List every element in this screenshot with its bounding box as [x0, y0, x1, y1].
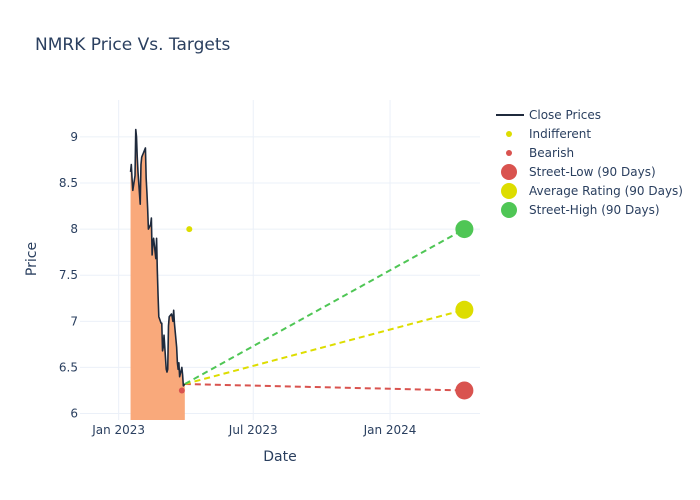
y-tick-label: 6 [70, 407, 78, 421]
x-axis-title: Date [263, 449, 296, 465]
legend-street-low-swatch [501, 164, 517, 180]
markers [178, 220, 474, 400]
y-axis-ticks: 6 6.5 7 7.5 8 8.5 9 [59, 130, 78, 421]
legend-indifferent-swatch [506, 131, 512, 137]
x-axis-ticks: Jan 2023 Jul 2023 Jan 2024 [91, 423, 416, 437]
legend-item-indifferent[interactable]: Indifferent [506, 127, 591, 141]
street-low-projection-line [184, 383, 465, 392]
street-low-marker [455, 381, 474, 400]
average-rating-projection-line [184, 308, 465, 386]
legend-street-high-swatch [501, 202, 517, 218]
bearish-marker [178, 387, 185, 394]
legend-street-low-label: Street-Low (90 Days) [529, 165, 656, 179]
legend: Close Prices Indifferent Bearish Street-… [496, 108, 683, 218]
y-tick-label: 9 [70, 130, 78, 144]
close-price-area-fill [130, 129, 185, 420]
y-tick-label: 8 [70, 222, 78, 236]
indifferent-marker [186, 226, 193, 233]
projection-lines [184, 228, 465, 392]
street-high-marker [455, 220, 474, 239]
y-tick-label: 7 [70, 314, 78, 328]
legend-average-rating-swatch [501, 183, 517, 199]
price-area [130, 129, 185, 420]
legend-item-street-high[interactable]: Street-High (90 Days) [501, 202, 660, 218]
x-tick-label: Jan 2024 [363, 423, 417, 437]
y-tick-label: 8.5 [59, 176, 78, 190]
legend-indifferent-label: Indifferent [529, 127, 591, 141]
legend-item-bearish[interactable]: Bearish [506, 146, 574, 160]
legend-bearish-label: Bearish [529, 146, 574, 160]
y-axis-title: Price [24, 242, 40, 276]
x-tick-label: Jul 2023 [228, 423, 278, 437]
average-rating-marker [455, 300, 474, 319]
street-high-projection-line [184, 228, 465, 385]
legend-item-close-prices[interactable]: Close Prices [496, 108, 601, 122]
close-price-line-group [129, 128, 186, 387]
legend-close-prices-label: Close Prices [529, 108, 601, 122]
chart-title: NMRK Price Vs. Targets [35, 35, 231, 55]
y-tick-label: 6.5 [59, 360, 78, 374]
legend-average-rating-label: Average Rating (90 Days) [529, 184, 683, 198]
legend-bearish-swatch [506, 150, 512, 156]
x-tick-label: Jan 2023 [91, 423, 145, 437]
legend-item-average-rating[interactable]: Average Rating (90 Days) [501, 183, 683, 199]
y-tick-label: 7.5 [59, 268, 78, 282]
legend-item-street-low[interactable]: Street-Low (90 Days) [501, 164, 656, 180]
legend-street-high-label: Street-High (90 Days) [529, 203, 660, 217]
close-price-line [129, 128, 186, 387]
